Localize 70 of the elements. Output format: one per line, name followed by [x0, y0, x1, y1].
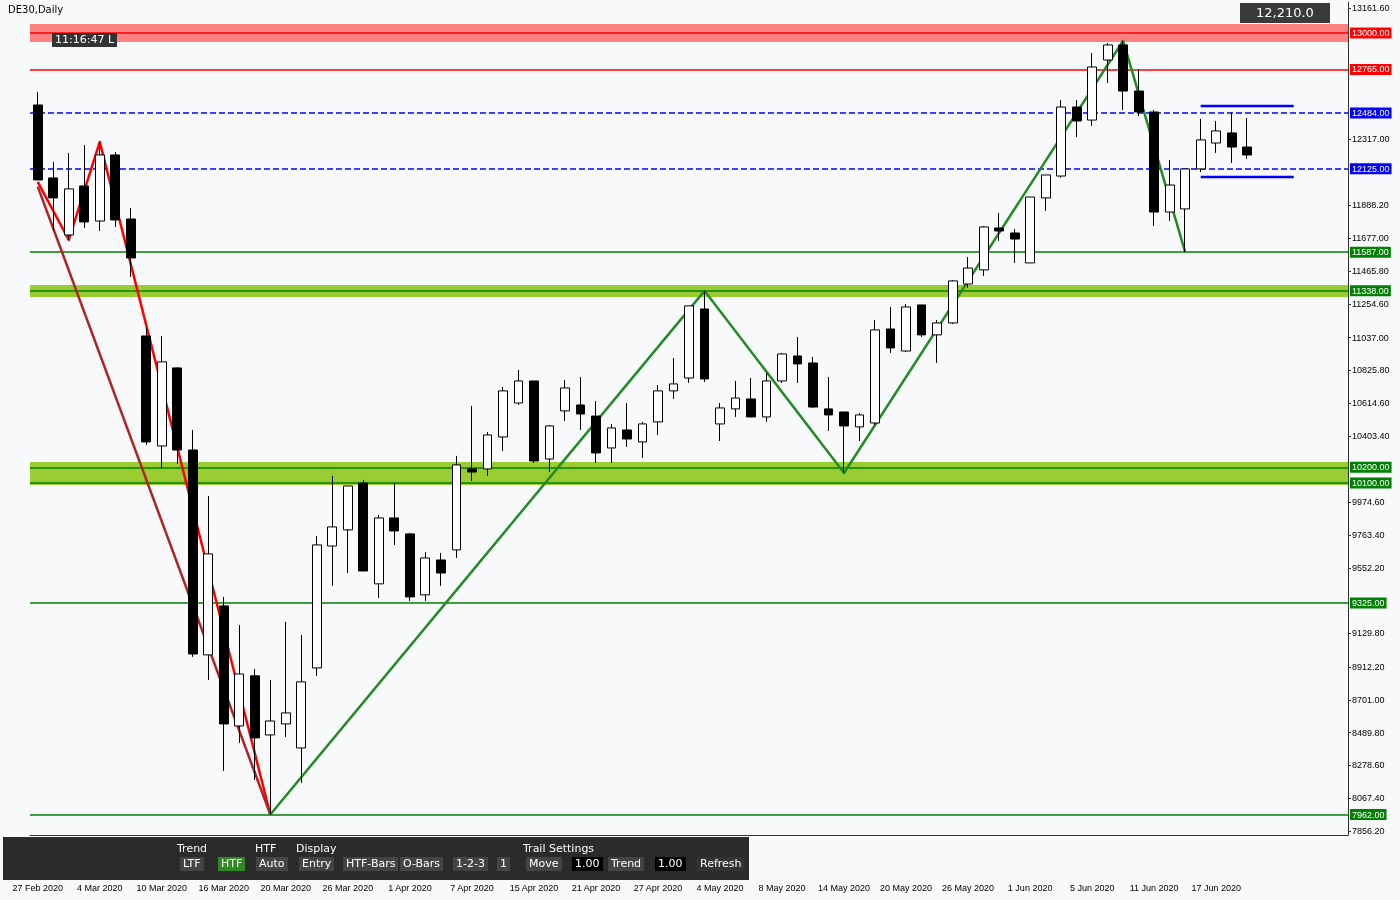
x-tick-label: 16 Mar 2020: [198, 882, 250, 893]
x-tick-label: 4 Mar 2020: [77, 882, 123, 893]
ref-line-label: 10200.00: [1352, 462, 1390, 473]
y-tick-label: 11254.60: [1352, 298, 1389, 309]
text: O-Bars: [400, 857, 444, 871]
text: Move: [526, 857, 562, 871]
x-tick-label: 26 Mar 2020: [322, 882, 374, 893]
y-tick-label: 12317.00: [1352, 133, 1390, 144]
y-tick-label: 11037.00: [1352, 332, 1389, 343]
text: 1.00: [655, 857, 686, 871]
x-tick-label: 27 Apr 2020: [633, 882, 683, 893]
ref-line-label: 12765.00: [1352, 64, 1390, 75]
y-tick-label: 9129.80: [1352, 628, 1385, 639]
x-tick-label: 26 May 2020: [942, 882, 995, 893]
y-tick-label: 11465.80: [1352, 266, 1389, 277]
x-tick-label: 10 Mar 2020: [136, 882, 188, 893]
x-tick-label: 20 May 2020: [880, 882, 933, 893]
y-tick-label: 7856.20: [1352, 825, 1385, 836]
ref-line-label: 9325.00: [1352, 598, 1385, 609]
text: HTF: [218, 857, 246, 871]
x-tick-label: 14 May 2020: [818, 882, 871, 893]
y-tick-label: 8701.00: [1352, 694, 1385, 705]
y-tick-label: 10825.80: [1352, 365, 1390, 376]
text: Trail Settings: [522, 842, 596, 856]
text: Entry: [299, 857, 335, 871]
x-tick-label: 1 Jun 2020: [1007, 882, 1053, 893]
text: Refresh: [697, 857, 745, 871]
text: Trend: [176, 842, 209, 856]
ref-line-label: 13000.00: [1352, 28, 1390, 39]
ref-line-label: 11338.00: [1352, 285, 1389, 296]
annotation: 11:16:47 L: [52, 33, 118, 47]
x-tick-label: 4 May 2020: [696, 882, 744, 893]
x-tick-label: 21 Apr 2020: [571, 882, 621, 893]
y-tick-label: 8912.20: [1352, 662, 1385, 673]
y-tick-label: 8067.40: [1352, 793, 1385, 804]
text: HTF: [254, 842, 278, 856]
x-tick-label: 5 Jun 2020: [1069, 882, 1115, 893]
x-tick-label: 11 Jun 2020: [1129, 882, 1179, 893]
ref-line-label: 7962.00: [1352, 809, 1385, 820]
text: LTF: [180, 857, 204, 871]
x-tick-label: 7 Apr 2020: [450, 882, 494, 893]
ref-line-label: 12484.00: [1352, 108, 1390, 119]
text: 1.00: [572, 857, 603, 871]
text: HTF-Bars: [343, 857, 399, 871]
ref-line-label: 12125.00: [1352, 163, 1390, 174]
y-tick-label: 13161.60: [1352, 2, 1390, 13]
x-tick-label: 1 Apr 2020: [388, 882, 432, 893]
y-tick-label: 11888.20: [1352, 200, 1389, 211]
x-tick-label: 15 Apr 2020: [509, 882, 559, 893]
x-tick-label: 20 Mar 2020: [260, 882, 312, 893]
x-tick-label: 27 Feb 2020: [12, 882, 64, 893]
text: Trend: [608, 857, 645, 871]
y-tick-label: 11677.00: [1352, 233, 1389, 244]
chart-title: DE30,Daily: [8, 4, 64, 15]
y-tick-label: 8278.60: [1352, 760, 1385, 771]
ref-line-label: 11587.00: [1352, 247, 1389, 258]
text: Display: [295, 842, 338, 856]
y-tick-label: 9552.20: [1352, 562, 1385, 573]
text: Auto: [256, 857, 288, 871]
y-tick-label: 9763.40: [1352, 530, 1385, 541]
text: 1: [497, 857, 510, 871]
annotation: 12,210.0: [1240, 3, 1330, 23]
y-tick-label: 10614.60: [1352, 398, 1390, 409]
y-tick-label: 8489.80: [1352, 727, 1385, 738]
y-tick-label: 10403.40: [1352, 430, 1390, 441]
ref-line-label: 10100.00: [1352, 477, 1390, 488]
text: 1-2-3: [453, 857, 488, 871]
y-tick-label: 9974.60: [1352, 497, 1385, 508]
x-tick-label: 17 Jun 2020: [1191, 882, 1241, 893]
x-tick-label: 8 May 2020: [758, 882, 806, 893]
